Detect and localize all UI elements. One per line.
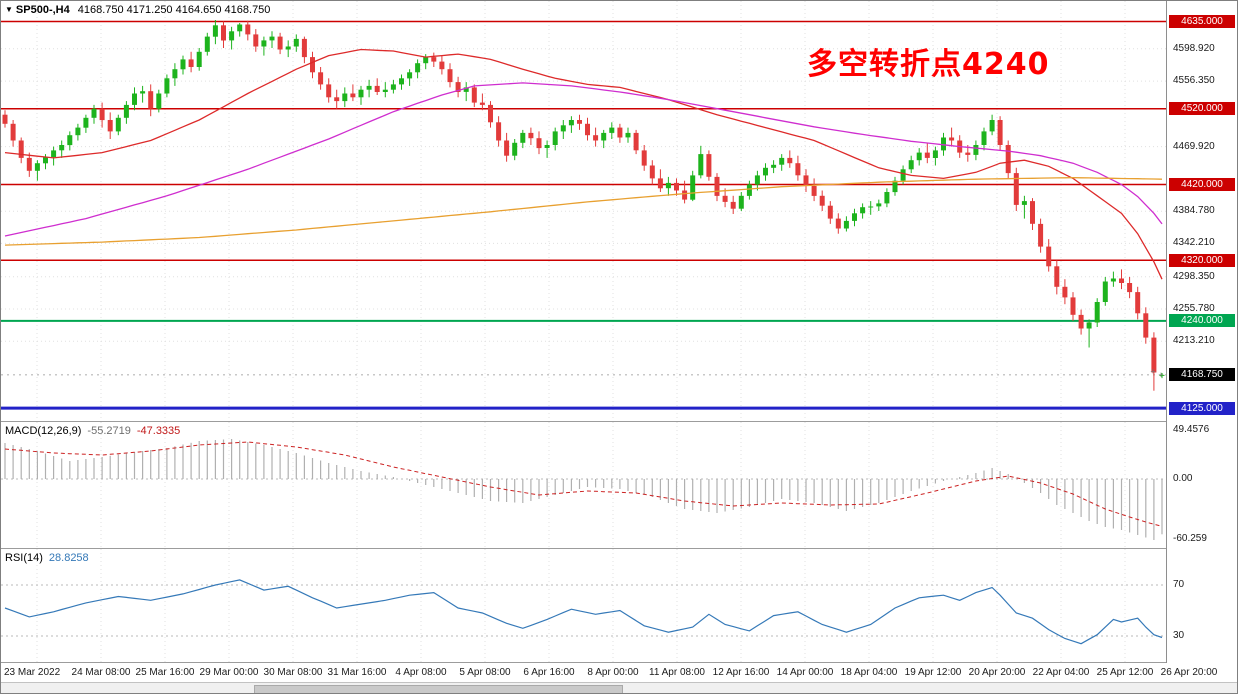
rsi-name: RSI(14) — [5, 552, 43, 564]
price-level-badge: 4420.000 — [1169, 178, 1235, 191]
rsi-chart[interactable] — [1, 549, 1166, 662]
symbol-period-label: SP500-,H4 — [15, 4, 70, 16]
price-tick-label: 4298.350 — [1173, 270, 1215, 282]
time-axis-label: 11 Apr 08:00 — [649, 667, 705, 678]
time-axis-label: 6 Apr 16:00 — [523, 667, 575, 678]
rsi-value: 28.8258 — [48, 552, 89, 564]
macd-main-value: -55.2719 — [87, 425, 131, 437]
macd-signal-line — [4, 441, 1163, 527]
panel-separator — [1, 662, 1237, 663]
price-tick-label: 4556.350 — [1173, 75, 1215, 87]
rsi-panel[interactable]: RSI(14) 28.8258 — [1, 549, 1166, 662]
price-level-badge: 4240.000 — [1169, 314, 1235, 328]
time-axis-label: 12 Apr 16:00 — [712, 667, 770, 678]
svg-text:+: + — [1158, 370, 1163, 380]
time-axis-label: 29 Mar 00:00 — [199, 667, 259, 678]
panel-separator[interactable] — [1, 421, 1237, 422]
macd-axis-label: 0.00 — [1173, 473, 1193, 484]
ma-slow-magenta — [4, 82, 1163, 237]
rsi-line — [4, 579, 1163, 645]
panel-separator[interactable] — [1, 548, 1237, 549]
annotation-text: 多空转折点4240 — [807, 47, 1050, 82]
price-tick-label: 4342.210 — [1173, 237, 1215, 249]
price-tick-label: 4384.780 — [1173, 205, 1215, 217]
ma-long-orange — [4, 176, 1163, 246]
rsi-axis-label: 30 — [1173, 630, 1185, 641]
price-tick-label: 4213.210 — [1173, 335, 1215, 347]
time-axis-label: 4 Apr 08:00 — [395, 667, 447, 678]
price-axis[interactable]: 4635.000 4598.920 4556.350 4520.000 4469.920… — [1166, 1, 1237, 663]
macd-chart[interactable] — [1, 422, 1166, 548]
price-tick-label: 4598.920 — [1173, 42, 1215, 54]
time-axis-label: 31 Mar 16:00 — [327, 667, 387, 678]
ohlc-values: 4168.750 4171.250 4164.650 4168.750 — [77, 4, 271, 16]
time-axis-label: 23 Mar 2022 — [4, 667, 61, 678]
time-axis-label: 30 Mar 08:00 — [263, 667, 323, 678]
rsi-label: RSI(14) 28.8258 — [5, 552, 89, 564]
time-axis-label: 8 Apr 00:00 — [587, 667, 639, 678]
macd-label: MACD(12,26,9) -55.2719 -47.3335 — [5, 425, 180, 437]
time-axis-label: 22 Apr 04:00 — [1032, 667, 1090, 678]
macd-axis-label: 49.4576 — [1173, 423, 1210, 435]
symbol-dropdown-icon: ▼ — [5, 5, 13, 14]
candlestick-chart[interactable]: + + — [1, 1, 1166, 421]
price-level-badge: 4125.000 — [1169, 401, 1235, 415]
time-axis-label: 20 Apr 20:00 — [968, 667, 1026, 678]
macd-axis-label: -60.259 — [1173, 533, 1207, 545]
time-axis-label: 25 Mar 16:00 — [135, 667, 195, 678]
price-tick-label: 4469.920 — [1173, 140, 1215, 152]
macd-name: MACD(12,26,9) — [5, 425, 82, 437]
rsi-axis-label: 70 — [1173, 579, 1185, 590]
time-axis[interactable]: 23 Mar 2022 24 Mar 08:00 25 Mar 16:00 29 Ma… — [1, 663, 1237, 682]
price-level-badge: 4635.000 — [1169, 15, 1235, 28]
price-level-badge: 4320.000 — [1169, 253, 1235, 267]
horizontal-scrollbar-track[interactable] — [1, 682, 1237, 693]
current-price-badge: 4168.750 — [1169, 368, 1235, 382]
time-axis-label: 18 Apr 04:00 — [840, 667, 898, 678]
main-chart-panel[interactable]: + + ▼ SP500-,H4 4168.750 4171.250 4164.650 … — [1, 1, 1166, 421]
time-axis-label: 5 Apr 08:00 — [459, 667, 511, 678]
time-axis-label: 25 Apr 12:00 — [1096, 667, 1154, 678]
time-axis-label: 24 Mar 08:00 — [71, 667, 131, 678]
macd-panel[interactable]: MACD(12,26,9) -55.2719 -47.3335 — [1, 422, 1166, 548]
svg-text:+: + — [1150, 367, 1155, 377]
time-axis-label: 14 Apr 00:00 — [776, 667, 834, 678]
price-tick-label: 4255.780 — [1173, 303, 1215, 314]
price-level-badge: 4520.000 — [1169, 102, 1235, 116]
horizontal-scrollbar-thumb[interactable] — [254, 685, 623, 693]
ma-fast-red — [4, 48, 1163, 280]
chart-title: ▼ SP500-,H4 4168.750 4171.250 4164.650 416… — [5, 4, 270, 16]
time-axis-label: 19 Apr 12:00 — [904, 667, 962, 678]
time-axis-label: 26 Apr 20:00 — [1160, 667, 1218, 678]
macd-signal-value: -47.3335 — [136, 425, 181, 437]
